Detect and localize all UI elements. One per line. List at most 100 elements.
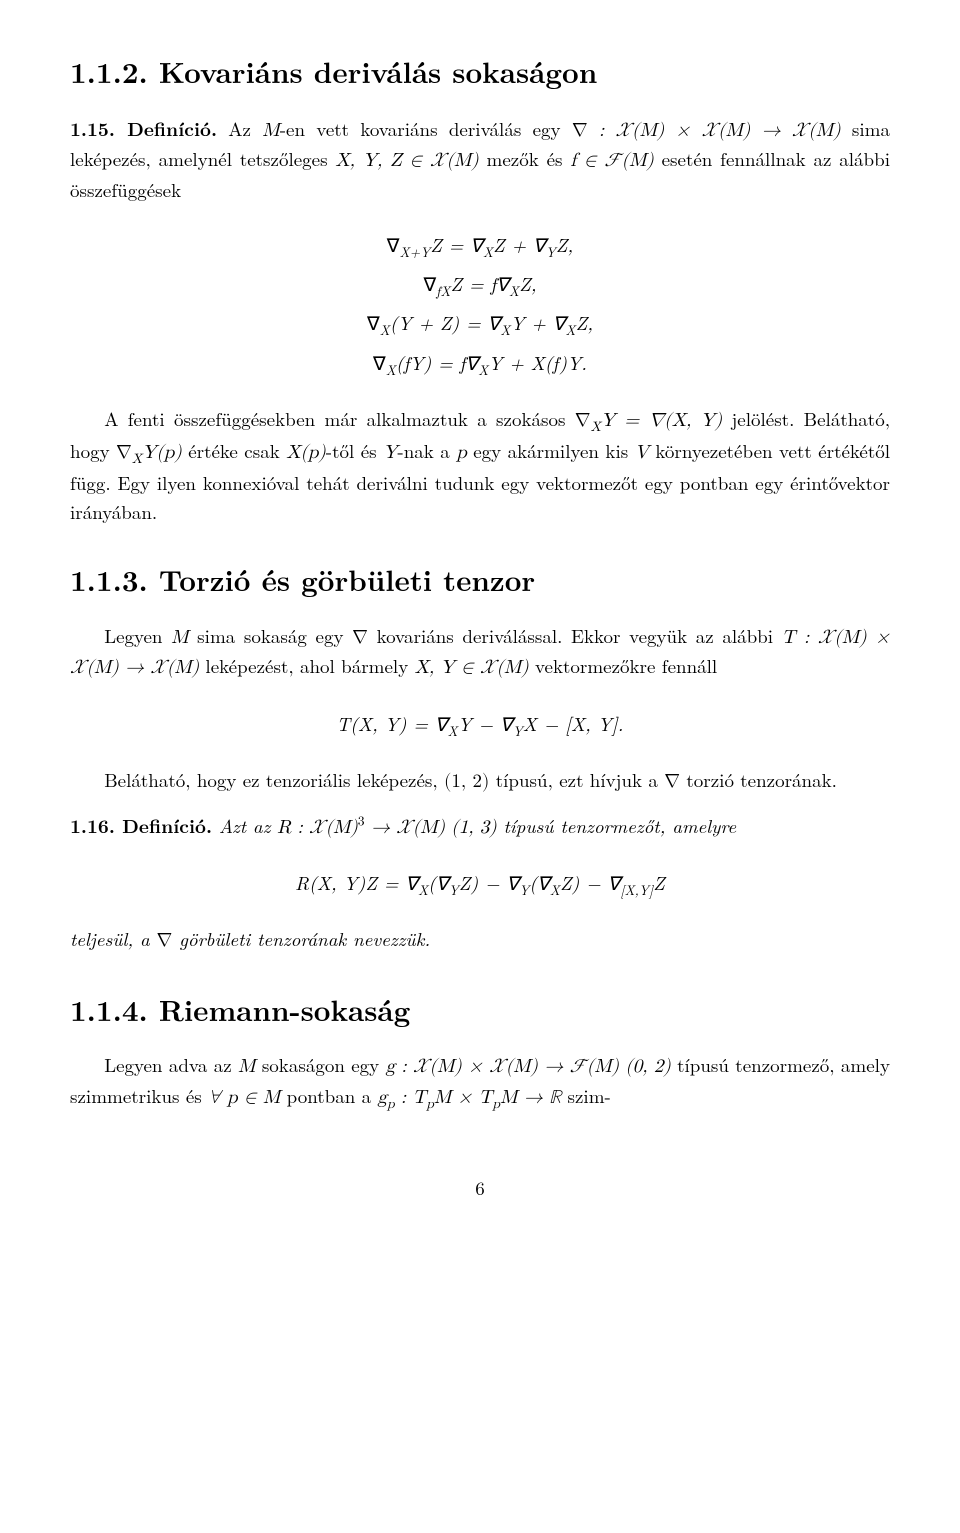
m-p: p bbox=[456, 443, 467, 462]
r-gpl: g bbox=[377, 1088, 387, 1107]
def-115-paragraph: 1.15. Definíció. Az M-en vett kovariáns … bbox=[70, 114, 890, 205]
eq3-subx3: X bbox=[565, 320, 575, 339]
eq2-r2: Z, bbox=[519, 270, 536, 297]
torsion-note-paragraph: Belátható, hogy ez tenzoriális leképezés… bbox=[70, 766, 890, 797]
eq4-r1: Y + X(f)Y. bbox=[488, 349, 587, 376]
r-gps: p bbox=[387, 1096, 395, 1110]
m-xyz-in: X, Y, Z ∈ 𝒳(M) bbox=[335, 151, 478, 170]
cv-sy: Y bbox=[449, 880, 459, 899]
eq3-l: ∇ bbox=[367, 309, 380, 336]
def-115-t2: -en vett kovariáns deriválás egy bbox=[280, 115, 572, 142]
eq1-suby: Y bbox=[546, 242, 556, 261]
t-xyin: X, Y ∈ 𝒳(M) bbox=[415, 658, 529, 677]
tn-c: torzió tenzorának. bbox=[680, 766, 837, 793]
curvature-equation: R(X, Y)Z = ∇X(∇YZ) − ∇Y(∇XZ) − ∇[X,Y]Z bbox=[70, 864, 890, 903]
r-gmap: g : 𝒳(M) × 𝒳(M) → ℱ(M) (0, 2) bbox=[386, 1057, 671, 1076]
m-map1: : 𝒳(M) × 𝒳(M) → 𝒳(M) bbox=[588, 121, 841, 140]
ae-1f: egy akármilyen kis bbox=[467, 437, 635, 464]
eq4-subx: X bbox=[386, 359, 396, 378]
r-gpr3: M → ℝ bbox=[500, 1088, 561, 1107]
t-nabla: ∇ bbox=[352, 628, 368, 647]
eq3-subx2: X bbox=[500, 320, 510, 339]
t-p1e: vektormezőkre fennáll bbox=[529, 652, 718, 679]
t-p1d: leképezést, ahol bármely bbox=[199, 652, 414, 679]
cv-m2: Z) − ∇ bbox=[459, 869, 519, 896]
r-p1e: szim- bbox=[561, 1082, 611, 1109]
m-xp: X(p) bbox=[286, 443, 326, 462]
r-p1d: pontban a bbox=[280, 1082, 377, 1109]
eq1-sub: X+Y bbox=[399, 242, 430, 261]
cv-m4: Z) − ∇ bbox=[560, 869, 620, 896]
m-nxyp-l: ∇ bbox=[116, 443, 132, 462]
tn-b: típusú, ezt hívjuk a bbox=[489, 766, 664, 793]
tor-r: X − [X, Y]. bbox=[523, 710, 624, 737]
d116-c: teljesül, a bbox=[70, 925, 156, 952]
d116-sup: 3 bbox=[358, 814, 365, 828]
m-nxy: ∇ bbox=[575, 411, 591, 430]
r-gpr2: M × T bbox=[434, 1088, 493, 1107]
cv-r: Z bbox=[653, 869, 665, 896]
r-p1b: sokaságon egy bbox=[255, 1051, 385, 1078]
torsion-intro-paragraph: Legyen M sima sokaság egy ∇ kovariáns de… bbox=[70, 622, 890, 683]
eq3-m: (Y + Z) = ∇ bbox=[390, 309, 500, 336]
riemann-intro-paragraph: Legyen adva az M sokaságon egy g : 𝒳(M) … bbox=[70, 1051, 890, 1114]
cv-l: R(X, Y)Z = ∇ bbox=[295, 869, 418, 896]
cv-sx2: X bbox=[550, 880, 560, 899]
def-115-t1: Az bbox=[217, 115, 262, 142]
r-forallp: ∀ p ∈ M bbox=[208, 1088, 280, 1107]
t-p1b: sima sokaság egy bbox=[189, 622, 353, 649]
def-116-label: 1.16. Definíció. bbox=[70, 811, 212, 839]
eq1-subx: X bbox=[483, 242, 493, 261]
t-p1a: Legyen bbox=[104, 622, 171, 649]
m-f-in: f ∈ ℱ(M) bbox=[570, 151, 653, 170]
def-116-paragraph: 1.16. Definíció. Azt az R : 𝒳(M)3 → 𝒳(M)… bbox=[70, 811, 890, 843]
eq2-r: Z = f∇ bbox=[451, 270, 509, 297]
section-112-heading: 1.1.2. Kovariáns deriválás sokaságon bbox=[70, 50, 890, 94]
cv-sxy: [X,Y] bbox=[620, 880, 653, 899]
cv-sx: X bbox=[418, 880, 428, 899]
def-116-tail: teljesül, a ∇ görbületi tenzorának nevez… bbox=[70, 925, 890, 956]
d116-b: típusú tenzormezőt, amelyre bbox=[497, 812, 736, 839]
covariant-axioms: ∇X+YZ = ∇XZ + ∇YZ, ∇fXZ = f∇XZ, ∇X(Y + Z… bbox=[70, 226, 890, 383]
def-115-label: 1.15. Definíció. bbox=[70, 114, 217, 142]
tor-sy: Y bbox=[513, 721, 523, 740]
d116-rmapr: → 𝒳(M) (1, 3) bbox=[365, 818, 497, 837]
section-113-heading: 1.1.3. Torzió és görbületi tenzor bbox=[70, 558, 890, 602]
eq3-subx: X bbox=[380, 320, 390, 339]
eq3-r1: Y + ∇ bbox=[510, 309, 565, 336]
tn-nabla: ∇ bbox=[664, 772, 680, 791]
eq1-rhs: Z = ∇ bbox=[430, 231, 483, 258]
eq4-subx2: X bbox=[478, 359, 488, 378]
eq4-l: ∇ bbox=[373, 349, 386, 376]
r-gps2: p bbox=[426, 1096, 434, 1110]
tor-sx: X bbox=[447, 721, 457, 740]
r-p1a: Legyen adva az bbox=[104, 1051, 238, 1078]
eq2-subx: X bbox=[509, 281, 519, 300]
r-gps3: p bbox=[492, 1096, 500, 1110]
cv-sy2: Y bbox=[519, 880, 529, 899]
eq3-r2: Z, bbox=[576, 309, 593, 336]
section-114-heading: 1.1.4. Riemann-sokaság bbox=[70, 988, 890, 1032]
eq2-l: ∇ bbox=[423, 270, 436, 297]
m-nxyp-sub: X bbox=[132, 452, 142, 466]
eq2-sub: fX bbox=[436, 281, 450, 300]
m-v: V bbox=[635, 443, 649, 462]
tn-12: (1, 2) bbox=[444, 772, 489, 791]
eq1-r2: Z + ∇ bbox=[493, 231, 546, 258]
r-m: M bbox=[238, 1057, 255, 1076]
after-axioms-paragraph: A fenti összefüggésekben már alkalmaztuk… bbox=[70, 405, 890, 527]
cv-m3: (∇ bbox=[529, 869, 549, 896]
d116-rmap: R : 𝒳(M) bbox=[277, 818, 358, 837]
d116-d: görbületi tenzorának nevezzük. bbox=[172, 925, 430, 952]
ae-1c: értéke csak bbox=[182, 437, 286, 464]
m-nxyp-r: Y(p) bbox=[142, 443, 182, 462]
r-gpr: : T bbox=[395, 1088, 427, 1107]
t-m: M bbox=[171, 628, 188, 647]
d116-a: Azt az bbox=[212, 812, 277, 839]
eq1-r3: Z, bbox=[556, 231, 573, 258]
tor-m1: Y − ∇ bbox=[458, 710, 513, 737]
ae-1a: A fenti összefüggésekben már alkalmaztuk… bbox=[104, 405, 575, 432]
d116-nabla: ∇ bbox=[156, 931, 172, 950]
torsion-equation: T(X, Y) = ∇XY − ∇YX − [X, Y]. bbox=[70, 705, 890, 744]
eq4-m: (fY) = f∇ bbox=[396, 349, 478, 376]
